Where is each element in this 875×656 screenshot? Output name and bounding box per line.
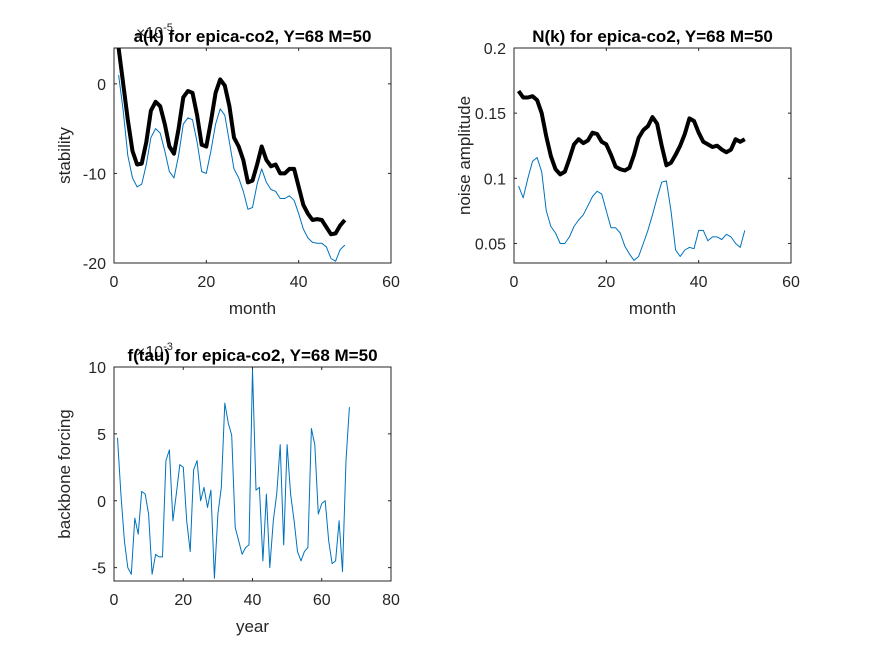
y-axis-label: noise amplitude <box>455 96 474 215</box>
x-tick-label: 20 <box>197 274 215 291</box>
x-axis-label: year <box>236 617 269 636</box>
y-tick-label: 0.05 <box>475 236 506 253</box>
chart-stability: 0 20 40 60-20-100×10-5a(k) for epica-co2, Y… <box>55 22 400 318</box>
x-tick-label: 0 <box>110 274 119 291</box>
chart-title: N(k) for epica-co2, Y=68 M=50 <box>532 27 773 46</box>
axes-box <box>513 47 792 264</box>
x-axis-label: month <box>629 299 676 318</box>
x-tick-label: 40 <box>244 592 262 609</box>
x-tick-label: 0 <box>510 274 519 291</box>
series-line-thin <box>518 157 746 261</box>
chart-title: f(tau) for epica-co2, Y=68 M=50 <box>127 346 377 365</box>
chart-noise: 0 20 40 60 0.05 0.1 0.15 0.2 N(k) for epica-co2,… <box>455 27 800 318</box>
chart-title: a(k) for epica-co2, Y=68 M=50 <box>134 27 372 46</box>
y-tick-label: -5 <box>92 561 106 578</box>
x-tick-label: 40 <box>290 274 308 291</box>
x-tick-label: 20 <box>597 274 615 291</box>
x-tick-label: 0 <box>110 592 119 609</box>
x-axis-label: month <box>229 299 276 318</box>
y-tick-label: 0.2 <box>484 41 506 58</box>
x-tick-label: 20 <box>174 592 192 609</box>
y-axis-label: backbone forcing <box>55 409 74 538</box>
y-tick-label: 10 <box>88 360 106 377</box>
y-axis-label: stability <box>55 127 74 184</box>
x-tick-label: 40 <box>690 274 708 291</box>
y-tick-label: 0.1 <box>484 171 506 188</box>
y-tick-label: -20 <box>83 256 106 273</box>
y-tick-label: 5 <box>97 427 106 444</box>
x-tick-label: 60 <box>313 592 331 609</box>
series-line-thin <box>118 74 346 262</box>
y-tick-label: 0.15 <box>475 106 506 123</box>
y-tick-label: 0 <box>97 494 106 511</box>
axes-box <box>113 47 392 264</box>
x-tick-label: 60 <box>782 274 800 291</box>
series-line-thin <box>117 369 350 579</box>
axes-box <box>113 366 392 582</box>
series-line-bold <box>116 48 347 237</box>
x-tick-label: 60 <box>382 274 400 291</box>
x-tick-label: 80 <box>382 592 400 609</box>
series-line-bold <box>516 89 746 177</box>
y-tick-label: 0 <box>97 77 106 94</box>
y-tick-label: -10 <box>83 166 106 183</box>
